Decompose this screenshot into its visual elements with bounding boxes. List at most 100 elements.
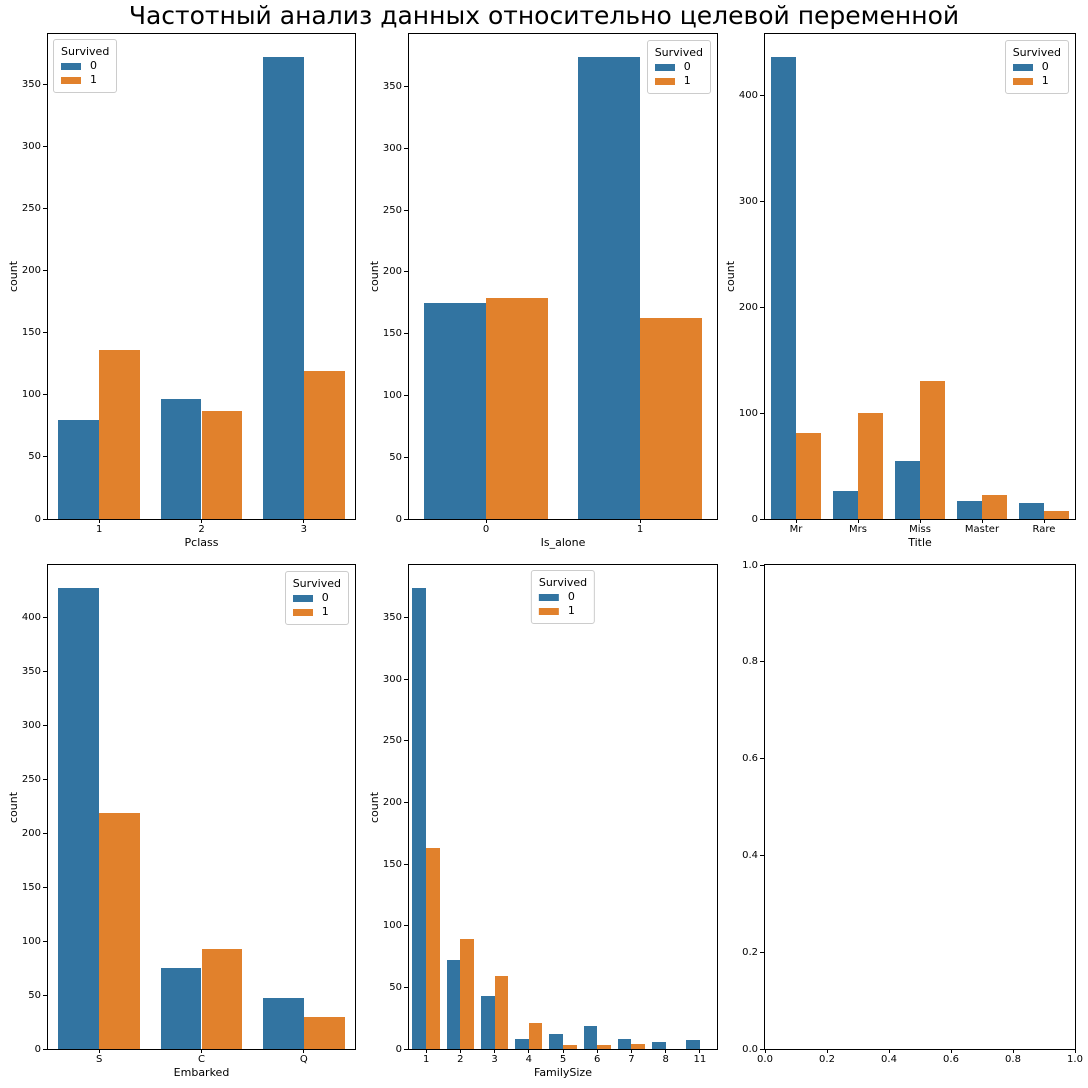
bar-pclass-3-survived-0 — [262, 57, 304, 519]
x-tick-mark — [950, 1049, 952, 1053]
legend-label: 0 — [567, 590, 575, 603]
subplot-pclass: 0 50 100 150 200 250 300 350 1 2 3 Pclass count Survi… — [8, 33, 356, 549]
x-tick-mark — [459, 1049, 461, 1053]
bar-family-size-11-survived-0 — [686, 1040, 700, 1049]
y-tick-mark — [404, 863, 409, 865]
bar-title-Rare-survived-1 — [1044, 510, 1069, 519]
y-tick-label: 200 — [382, 266, 402, 278]
y-tick-label: 200 — [738, 301, 758, 313]
y-tick-label: 50 — [28, 989, 41, 1001]
legend-label: 1 — [90, 73, 97, 86]
bar-family-size-4-survived-1 — [528, 1023, 543, 1049]
legend-entry-0: 0 — [654, 60, 703, 74]
y-tick-label: 200 — [21, 265, 41, 277]
y-tick-mark — [43, 616, 48, 618]
y-tick-label: 300 — [382, 142, 402, 154]
x-axis-label: Title — [908, 536, 932, 549]
y-tick-mark — [43, 994, 48, 996]
x-tick-mark — [494, 1049, 496, 1053]
legend-swatch-icon — [61, 76, 81, 84]
bar-family-size-1-survived-0 — [412, 588, 427, 1049]
bar-title-Master-survived-1 — [982, 494, 1007, 519]
y-axis-label-text: count — [7, 791, 21, 823]
x-tick-mark — [425, 1049, 427, 1053]
bar-embarked-Q-survived-0 — [262, 998, 304, 1049]
legend-label: 1 — [321, 605, 329, 618]
y-tick-label: 400 — [738, 89, 758, 101]
y-tick-label: 300 — [738, 195, 758, 207]
x-tick-label: C — [198, 1054, 205, 1065]
y-tick-mark — [404, 456, 409, 458]
y-tick-label: 0 — [34, 1043, 41, 1055]
y-tick-label: 0.0 — [742, 1043, 758, 1055]
legend: Survived 0 1 — [530, 570, 596, 624]
y-tick-mark — [404, 147, 409, 149]
y-tick-label: 250 — [382, 204, 402, 216]
x-tick-mark — [485, 519, 487, 523]
legend-entry-1: 1 — [292, 605, 341, 619]
y-tick-label: 250 — [21, 773, 41, 785]
x-tick-label: Miss — [909, 524, 931, 535]
x-axis-label: Pclass — [184, 536, 219, 549]
x-tick-mark — [303, 519, 305, 523]
x-tick-mark — [98, 1049, 100, 1053]
bar-embarked-S-survived-0 — [58, 588, 100, 1049]
y-axis-label: count — [368, 34, 382, 519]
y-tick-label: 50 — [389, 451, 402, 463]
x-tick-mark — [562, 1049, 564, 1053]
y-tick-mark — [43, 270, 48, 272]
y-axis-label-text: count — [368, 260, 382, 293]
bar-is-alone-0-survived-1 — [486, 297, 548, 519]
y-tick-label: 150 — [21, 881, 41, 893]
y-tick-label: 0 — [395, 513, 402, 525]
y-tick-mark — [760, 412, 765, 414]
bar-family-size-3-survived-0 — [480, 996, 495, 1049]
y-tick-mark — [404, 209, 409, 211]
x-tick-mark — [888, 1049, 890, 1053]
x-tick-mark — [630, 1049, 632, 1053]
y-tick-mark — [404, 333, 409, 335]
bar-title-Master-survived-0 — [957, 501, 982, 519]
y-tick-mark — [404, 86, 409, 88]
y-tick-label: 1.0 — [742, 559, 758, 571]
y-tick-mark — [43, 886, 48, 888]
x-tick-mark — [764, 1049, 766, 1053]
x-tick-label: Master — [964, 524, 1000, 535]
y-axis-label-text: count — [7, 260, 21, 293]
y-tick-mark — [404, 394, 409, 396]
y-axis-label-text: count — [368, 791, 382, 823]
x-tick-label: 2 — [457, 1054, 464, 1065]
legend-entry-1: 1 — [538, 604, 587, 618]
y-tick-mark — [43, 208, 48, 210]
x-tick-label: 11 — [693, 1054, 707, 1065]
x-tick-mark — [665, 1049, 667, 1053]
legend-label: 1 — [567, 604, 575, 617]
y-tick-mark — [43, 778, 48, 780]
y-tick-mark — [760, 518, 765, 520]
bar-title-Mr-survived-1 — [796, 433, 821, 519]
y-tick-label: 400 — [21, 611, 41, 623]
bar-family-size-1-survived-1 — [426, 848, 440, 1049]
y-tick-label: 100 — [21, 389, 41, 401]
y-tick-label: 0 — [751, 513, 758, 525]
figure-title: Частотный анализ данных относительно цел… — [128, 1, 960, 30]
bar-family-size-3-survived-1 — [494, 976, 509, 1049]
legend-entry-1: 1 — [1012, 74, 1061, 88]
x-tick-mark — [919, 519, 921, 523]
x-tick-label: Mr — [789, 524, 803, 535]
legend-label: 0 — [321, 591, 329, 604]
y-tick-mark — [760, 200, 765, 202]
legend-entry-0: 0 — [538, 590, 587, 604]
y-tick-mark — [43, 1048, 48, 1050]
y-tick-label: 100 — [382, 920, 402, 932]
legend-entry-0: 0 — [292, 591, 341, 605]
y-tick-mark — [760, 661, 765, 663]
legend-entry-0: 0 — [1012, 60, 1061, 74]
bar-title-Rare-survived-0 — [1019, 503, 1044, 519]
legend-swatch-icon — [292, 608, 313, 616]
y-tick-label: 150 — [21, 327, 41, 339]
legend: Survived 0 1 — [646, 40, 711, 94]
x-tick-label: 7 — [628, 1054, 635, 1065]
bar-pclass-1-survived-0 — [58, 419, 100, 519]
